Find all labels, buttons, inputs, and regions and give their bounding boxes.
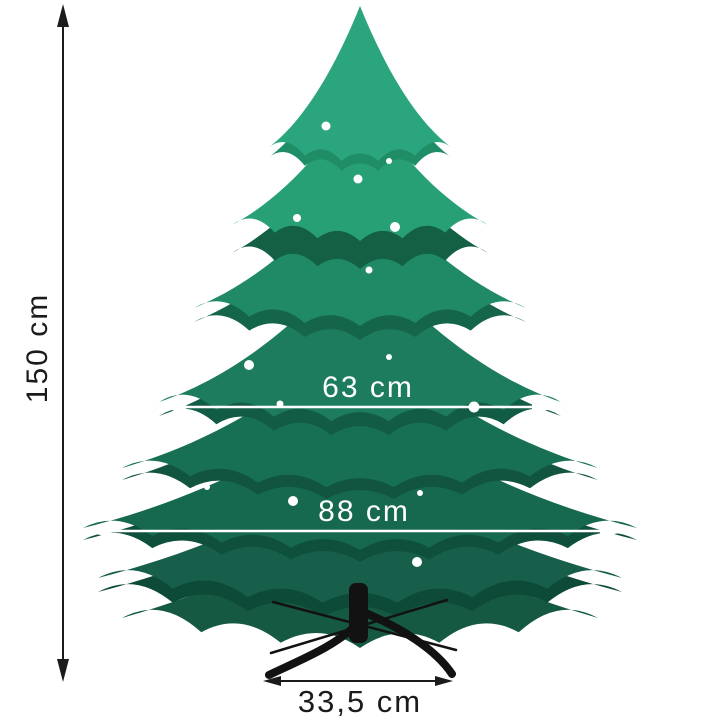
arrowhead-down-icon bbox=[57, 659, 69, 682]
ornament-dot bbox=[412, 557, 422, 567]
ornament-dot bbox=[353, 174, 363, 184]
height-dimension: 150 cm bbox=[21, 4, 69, 682]
ornament-dot bbox=[390, 222, 400, 232]
base-width-label: 33,5 cm bbox=[298, 684, 422, 719]
ornament-dot bbox=[321, 121, 331, 131]
ornament-dot bbox=[417, 490, 423, 496]
stand-front-right-leg bbox=[359, 608, 456, 678]
width-upper-dimension: 63 cm bbox=[157, 371, 561, 413]
width-upper-label: 63 cm bbox=[322, 371, 414, 404]
width-lower-label: 88 cm bbox=[318, 495, 410, 528]
arrowhead-right-icon bbox=[600, 525, 629, 537]
christmas-tree bbox=[83, 6, 637, 648]
ornament-dot bbox=[386, 158, 392, 164]
tree-stand bbox=[265, 583, 458, 679]
ornament-dot bbox=[204, 484, 210, 490]
ornament-dot bbox=[386, 354, 392, 360]
stand-trunk-post bbox=[349, 583, 368, 643]
height-label: 150 cm bbox=[21, 293, 54, 403]
arrowhead-left-icon bbox=[263, 676, 281, 686]
arrowhead-right-icon bbox=[532, 401, 561, 413]
width-lower-dimension: 88 cm bbox=[81, 495, 629, 537]
base-dimension: 33,5 cm bbox=[263, 676, 453, 719]
ornament-dot bbox=[171, 544, 181, 554]
ornament-dot bbox=[365, 266, 373, 274]
ornament-dot bbox=[244, 360, 254, 370]
tier-1-top-spire bbox=[268, 6, 452, 161]
arrowhead-left-icon bbox=[157, 401, 186, 413]
ornament-dot bbox=[288, 496, 298, 506]
tier-2 bbox=[232, 92, 488, 241]
arrowhead-up-icon bbox=[57, 4, 69, 27]
arrowhead-right-icon bbox=[435, 676, 453, 686]
arrowhead-left-icon bbox=[81, 525, 110, 537]
ornament-dot bbox=[293, 214, 301, 222]
